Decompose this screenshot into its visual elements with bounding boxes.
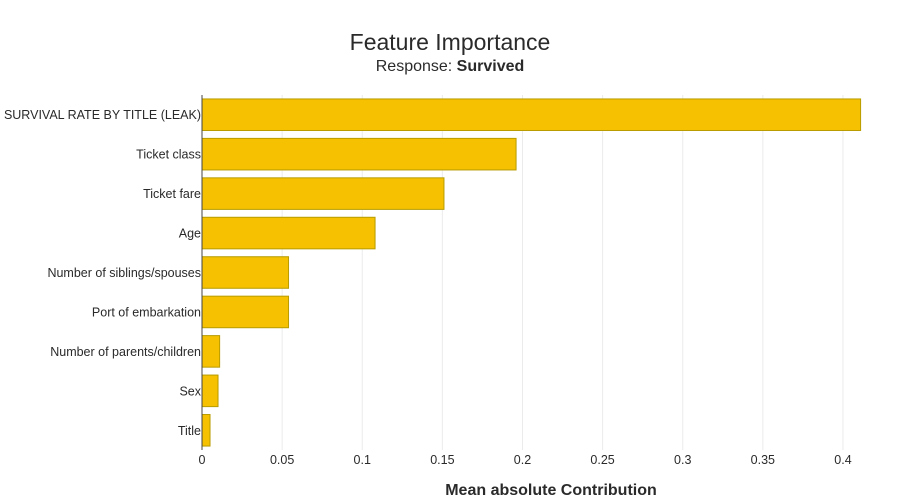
bar-6[interactable]	[201, 335, 221, 368]
chart-subtitle-response: Survived	[457, 58, 525, 75]
bar-2[interactable]	[201, 177, 445, 210]
category-label-6: Number of parents/children	[50, 345, 201, 359]
chart-subtitle-prefix: Response:	[376, 58, 457, 75]
category-label-8: Title	[178, 424, 201, 438]
bar-3[interactable]	[201, 216, 376, 250]
x-axis-title: Mean absolute Contribution	[445, 482, 657, 499]
x-tick-label-5: 0.25	[590, 453, 614, 467]
category-label-layer: SURVIVAL RATE BY TITLE (LEAK) Ticket clas…	[4, 108, 202, 438]
category-label-5: Port of embarkation	[92, 305, 201, 319]
category-label-4: Number of siblings/spouses	[47, 266, 201, 280]
bar-5[interactable]	[201, 295, 290, 329]
bar-7[interactable]	[201, 374, 219, 408]
chart-title: Feature Importance	[350, 29, 551, 55]
bar-4[interactable]	[201, 256, 290, 289]
bar-1[interactable]	[201, 137, 517, 171]
bar-layer	[201, 98, 862, 447]
x-tick-label-4: 0.2	[514, 453, 531, 467]
x-tick-layer: 0 0.05 0.1 0.15 0.2 0.25 0.3 0.35 0.4	[199, 453, 852, 467]
bar-8[interactable]	[201, 414, 211, 447]
bar-0[interactable]	[201, 98, 862, 131]
x-tick-label-7: 0.35	[751, 453, 775, 467]
x-tick-label-0: 0	[199, 453, 206, 467]
x-tick-label-2: 0.1	[354, 453, 371, 467]
x-tick-label-1: 0.05	[270, 453, 294, 467]
category-label-3: Age	[179, 227, 201, 241]
category-label-0: SURVIVAL RATE BY TITLE (LEAK)	[4, 108, 201, 122]
x-tick-label-3: 0.15	[430, 453, 454, 467]
x-tick-label-6: 0.3	[674, 453, 691, 467]
x-tick-label-8: 0.4	[834, 453, 851, 467]
category-label-1: Ticket class	[136, 148, 201, 162]
chart-subtitle: Response: Survived	[376, 58, 525, 75]
category-label-2: Ticket fare	[143, 187, 201, 201]
category-label-7: Sex	[179, 384, 201, 398]
